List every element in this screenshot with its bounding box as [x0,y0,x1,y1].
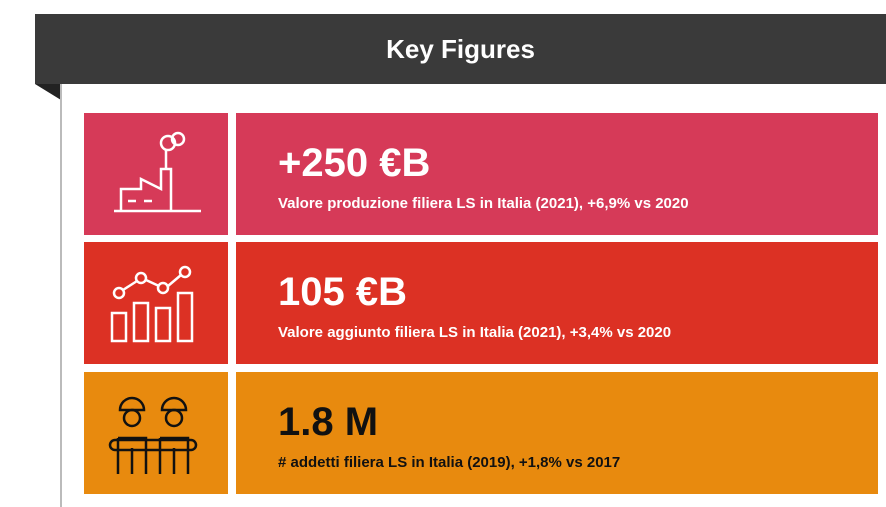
figure-row: 1.8 M # addetti filiera LS in Italia (20… [84,372,878,494]
figure-value: 105 €B [278,270,407,314]
chart-icon [110,265,194,343]
factory-icon [114,131,201,213]
icon-cell [84,372,228,494]
text-cell: +250 €B Valore produzione filiera LS in … [236,113,878,235]
text-cell: 105 €B Valore aggiunto filiera LS in Ita… [236,242,878,364]
header-title: Key Figures [386,33,535,64]
figure-description: Valore aggiunto filiera LS in Italia (20… [278,324,672,341]
icon-cell [84,113,228,235]
figure-value: +250 €B [278,141,431,185]
header: Key Figures [35,14,886,84]
figure-row: 105 €B Valore aggiunto filiera LS in Ita… [84,242,878,364]
text-cell: 1.8 M # addetti filiera LS in Italia (20… [236,372,878,494]
figure-value: 1.8 M [278,400,379,444]
workers-icon [108,396,198,474]
figure-description: # addetti filiera LS in Italia (2019), +… [278,454,621,471]
figure-row: +250 €B Valore produzione filiera LS in … [84,113,878,235]
header-fold [35,84,61,100]
icon-cell [84,242,228,364]
figure-description: Valore produzione filiera LS in Italia (… [278,195,689,212]
